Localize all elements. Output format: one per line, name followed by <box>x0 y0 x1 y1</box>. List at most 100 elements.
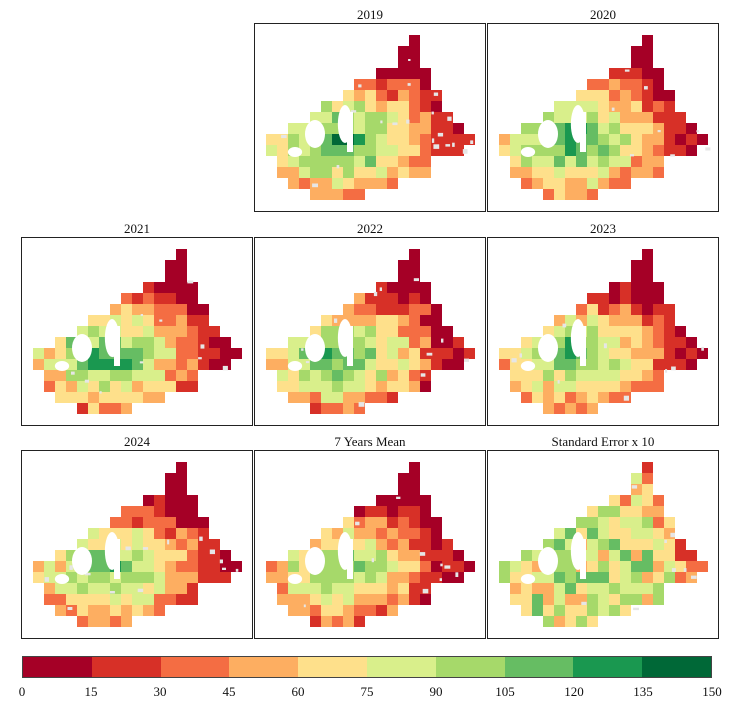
map-grid-cell <box>55 337 66 348</box>
map-grid-cell <box>609 145 620 156</box>
map-grid-cell <box>532 178 543 189</box>
map-grid-cell <box>587 594 598 605</box>
water-body <box>580 112 586 152</box>
map-grid-cell <box>554 315 565 326</box>
map-grid-cell <box>642 528 653 539</box>
map-panel-7-years-mean: 7 Years Mean <box>254 435 486 639</box>
map-grid-cell <box>587 517 598 528</box>
map-grid-cell <box>631 337 642 348</box>
map-grid-cell <box>198 304 209 315</box>
no-data-fragment <box>305 361 310 364</box>
map-grid-cell <box>277 370 288 381</box>
map-grid-cell <box>99 539 110 550</box>
map-grid-cell <box>653 572 664 583</box>
map-grid-cell <box>398 583 409 594</box>
map-grid-cell <box>143 293 154 304</box>
map-grid-cell <box>664 134 675 145</box>
map-grid-cell <box>266 348 277 359</box>
map-grid-cell <box>565 315 576 326</box>
map-grid-cell <box>609 539 620 550</box>
map-grid-cell <box>576 167 587 178</box>
map-grid-cell <box>365 134 376 145</box>
map-grid-cell <box>510 594 521 605</box>
map-grid-cell <box>398 46 409 57</box>
map-grid-cell <box>664 550 675 561</box>
no-data-fragment <box>312 183 318 188</box>
map-grid-cell <box>609 583 620 594</box>
map-grid-cell <box>387 370 398 381</box>
map-grid-cell <box>653 90 664 101</box>
map-grid-cell <box>33 561 44 572</box>
map-grid-cell <box>299 167 310 178</box>
map-grid-cell <box>277 156 288 167</box>
map-grid-cell <box>77 392 88 403</box>
map-grid-cell <box>409 79 420 90</box>
map-grid-cell <box>165 539 176 550</box>
map-grid-cell <box>387 293 398 304</box>
map-grid-cell <box>365 392 376 403</box>
map-grid-cell <box>420 550 431 561</box>
no-data-fragment <box>350 110 357 113</box>
map-grid-cell <box>387 326 398 337</box>
map-grid-cell <box>66 550 77 561</box>
map-grid-cell <box>664 101 675 112</box>
map-grid-cell <box>431 348 442 359</box>
water-body <box>114 326 120 366</box>
water-body <box>538 120 558 148</box>
map-grid-cell <box>675 348 686 359</box>
map-grid-cell <box>310 359 321 370</box>
map-grid-cell <box>653 326 664 337</box>
no-data-fragment <box>440 563 443 567</box>
map-grid-cell <box>521 167 532 178</box>
map-grid-cell <box>653 550 664 561</box>
map-grid-cell <box>420 594 431 605</box>
map-grid-cell <box>642 156 653 167</box>
map-grid-cell <box>132 304 143 315</box>
legend-swatch <box>642 657 711 677</box>
map-grid-cell <box>598 293 609 304</box>
map-grid-cell <box>354 370 365 381</box>
map-grid-cell <box>143 337 154 348</box>
map-grid-cell <box>587 572 598 583</box>
map-grid-cell <box>686 359 697 370</box>
map-grid-cell <box>554 178 565 189</box>
map-grid-cell <box>354 123 365 134</box>
map-grid-cell <box>631 348 642 359</box>
map-grid-cell <box>409 326 420 337</box>
map-grid-cell <box>543 583 554 594</box>
map-grid-cell <box>398 134 409 145</box>
map-grid-cell <box>609 315 620 326</box>
map-grid-cell <box>143 495 154 506</box>
map-grid-cell <box>165 326 176 337</box>
map-grid-cell <box>642 462 653 473</box>
map-grid-cell <box>88 392 99 403</box>
map-grid-cell <box>409 484 420 495</box>
map-grid-cell <box>631 282 642 293</box>
map-grid-cell <box>631 90 642 101</box>
map-grid-cell <box>409 35 420 46</box>
map-grid-cell <box>121 594 132 605</box>
map-grid-cell <box>587 123 598 134</box>
no-data-fragment <box>209 549 215 555</box>
map-grid-cell <box>409 134 420 145</box>
no-data-fragment <box>633 607 639 611</box>
map-grid-cell <box>376 561 387 572</box>
map-grid-cell <box>55 583 66 594</box>
no-data-fragment <box>84 572 91 576</box>
map-grid-cell <box>132 550 143 561</box>
water-body <box>520 574 536 584</box>
map-grid-cell <box>365 337 376 348</box>
map-grid-cell <box>387 101 398 112</box>
map-grid-cell <box>154 572 165 583</box>
map-grid-cell <box>143 594 154 605</box>
map-grid-cell <box>332 145 343 156</box>
map-grid-cell <box>642 381 653 392</box>
map-grid-cell <box>165 293 176 304</box>
map-grid-cell <box>554 145 565 156</box>
map-grid-cell <box>675 326 686 337</box>
map-grid-cell <box>110 517 121 528</box>
map-grid-cell <box>187 506 198 517</box>
panel-title: 2020 <box>590 7 616 22</box>
water-body <box>538 334 558 362</box>
map-grid-cell <box>631 528 642 539</box>
